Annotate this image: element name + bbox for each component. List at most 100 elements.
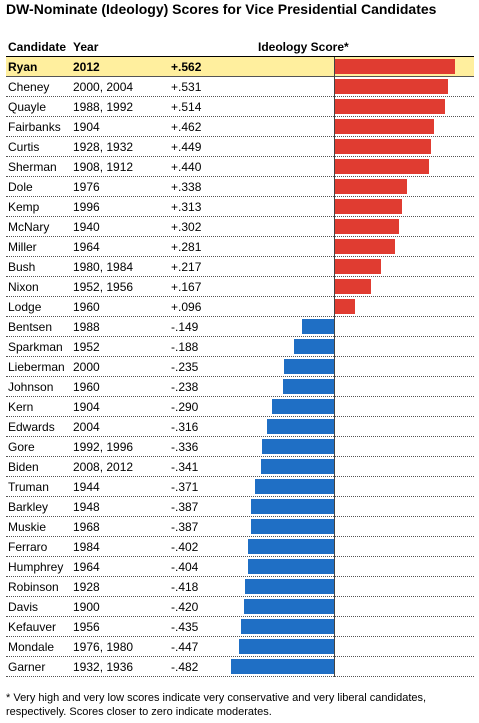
score-label: +.281 [171, 240, 202, 254]
score-label: +.531 [171, 80, 202, 94]
candidate-year: 1996 [73, 200, 100, 214]
table-row: Kefauver 1956 -.435 [6, 617, 474, 637]
score-label: -.404 [171, 560, 199, 574]
table-row: Barkley 1948 -.387 [6, 497, 474, 517]
table-row: Muskie 1968 -.387 [6, 517, 474, 537]
candidate-name: Ryan [8, 60, 38, 74]
table-row: Cheney 2000, 2004 +.531 [6, 77, 474, 97]
score-bar [244, 599, 334, 614]
candidate-column-header: Candidate [8, 40, 67, 54]
score-label: -.341 [171, 460, 199, 474]
score-label: -.290 [171, 400, 199, 414]
candidate-year: 2004 [73, 420, 100, 434]
score-bar [238, 639, 334, 654]
score-label: +.449 [171, 140, 202, 154]
table-row: Garner 1932, 1936 -.482 [6, 657, 474, 677]
score-label: +.514 [171, 100, 202, 114]
candidate-name: Kern [8, 400, 34, 414]
table-row: Nixon 1952, 1956 +.167 [6, 277, 474, 297]
candidate-year: 1992, 1996 [73, 440, 134, 454]
candidate-name: Gore [8, 440, 35, 454]
score-label: +.217 [171, 260, 202, 274]
score-label: +.462 [171, 120, 202, 134]
table-row: Bentsen 1988 -.149 [6, 317, 474, 337]
score-bar [293, 339, 334, 354]
score-bar [231, 659, 334, 674]
candidate-name: Ferraro [8, 540, 48, 554]
candidate-year: 1988 [73, 320, 100, 334]
candidate-name: Garner [8, 660, 46, 674]
table-row: Robinson 1928 -.418 [6, 577, 474, 597]
score-label: +.096 [171, 300, 202, 314]
table-row: Mondale 1976, 1980 -.447 [6, 637, 474, 657]
table-row: McNary 1940 +.302 [6, 217, 474, 237]
table-row: Gore 1992, 1996 -.336 [6, 437, 474, 457]
candidate-year: 1904 [73, 120, 100, 134]
score-bar [302, 319, 334, 334]
score-bar [254, 479, 334, 494]
candidate-name: Sparkman [8, 340, 63, 354]
score-bar [335, 239, 395, 254]
score-bar [335, 79, 449, 94]
score-bar [272, 399, 334, 414]
table-row: Fairbanks 1904 +.462 [6, 117, 474, 137]
score-bar [248, 539, 334, 554]
candidate-name: McNary [8, 220, 50, 234]
candidate-year: 1960 [73, 300, 100, 314]
score-label: +.440 [171, 160, 202, 174]
candidate-year: 1964 [73, 560, 100, 574]
score-label: -.418 [171, 580, 199, 594]
candidate-year: 1928 [73, 580, 100, 594]
table-row: Bush 1980, 1984 +.217 [6, 257, 474, 277]
candidate-year: 1980, 1984 [73, 260, 134, 274]
score-label: +.167 [171, 280, 202, 294]
table-row: Humphrey 1964 -.404 [6, 557, 474, 577]
candidate-name: Bush [8, 260, 36, 274]
score-bar [335, 99, 445, 114]
candidate-name: Muskie [8, 520, 47, 534]
table-row: Ferraro 1984 -.402 [6, 537, 474, 557]
score-bar [283, 379, 334, 394]
score-bar [241, 619, 334, 634]
score-label: -.435 [171, 620, 199, 634]
candidate-year: 1904 [73, 400, 100, 414]
score-bar [266, 419, 334, 434]
candidate-name: Davis [8, 600, 39, 614]
score-bar [247, 559, 334, 574]
chart-rows: Ryan 2012 +.562 Cheney 2000, 2004 +.531 Quayle… [6, 57, 474, 677]
candidate-name: Curtis [8, 140, 40, 154]
score-label: -.188 [171, 340, 199, 354]
score-label: +.562 [171, 60, 202, 74]
score-label: +.338 [171, 180, 202, 194]
candidate-name: Mondale [8, 640, 55, 654]
table-row: Edwards 2004 -.316 [6, 417, 474, 437]
score-column-header: Ideology Score* [258, 40, 349, 54]
candidate-year: 2012 [73, 60, 100, 74]
table-row: Ryan 2012 +.562 [6, 57, 474, 77]
score-label: -.336 [171, 440, 199, 454]
zero-axis-line [334, 57, 335, 677]
score-bar [335, 159, 429, 174]
score-label: -.387 [171, 520, 199, 534]
candidate-year: 1944 [73, 480, 100, 494]
candidate-name: Fairbanks [8, 120, 61, 134]
score-bar [335, 299, 356, 314]
score-label: -.402 [171, 540, 199, 554]
candidate-year: 1908, 1912 [73, 160, 134, 174]
header-rule [6, 56, 474, 57]
candidate-name: Lieberman [8, 360, 65, 374]
table-row: Lieberman 2000 -.235 [6, 357, 474, 377]
candidate-year: 1976, 1980 [73, 640, 134, 654]
table-row: Quayle 1988, 1992 +.514 [6, 97, 474, 117]
candidate-name: Johnson [8, 380, 54, 394]
candidate-name: Biden [8, 460, 39, 474]
table-row: Kern 1904 -.290 [6, 397, 474, 417]
candidate-year: 1984 [73, 540, 100, 554]
score-label: -.420 [171, 600, 199, 614]
candidate-year: 1988, 1992 [73, 100, 134, 114]
year-column-header: Year [73, 40, 99, 54]
candidate-name: Sherman [8, 160, 57, 174]
footnote: * Very high and very low scores indicate… [6, 692, 427, 718]
candidate-year: 1932, 1936 [73, 660, 134, 674]
candidate-name: Nixon [8, 280, 39, 294]
